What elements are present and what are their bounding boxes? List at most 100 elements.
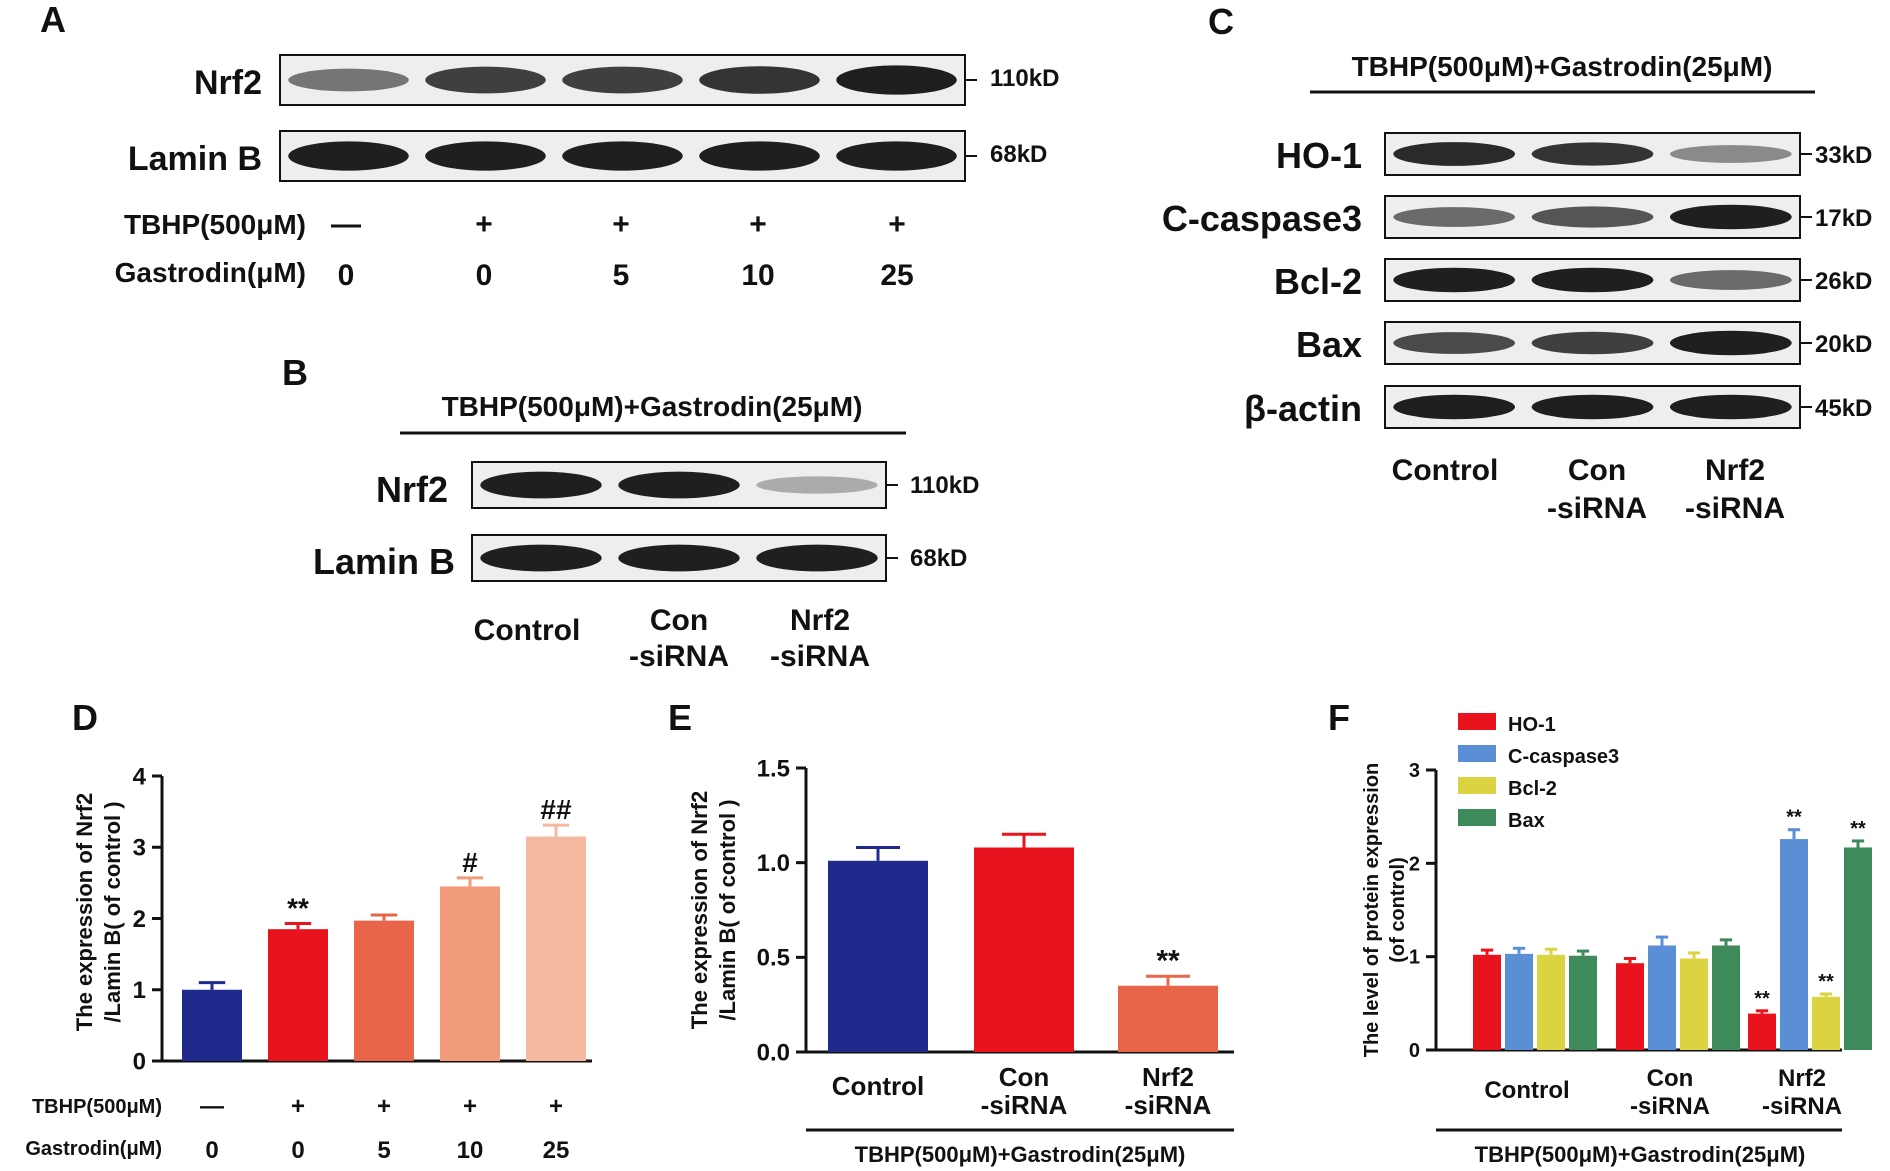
panel-a-nrf2-band-3: [562, 66, 683, 94]
panel-a-nrf2-band-2: [425, 66, 546, 94]
panel-b-lane-2-label-2: -siRNA: [629, 640, 729, 673]
panel-c-lane-3-label-2: -siRNA: [1685, 492, 1785, 525]
panel-c-bcl-2-band-1: [1393, 267, 1516, 293]
chart-f-legend-swatch-bax: [1458, 809, 1496, 826]
chart-d-annotation-2: **: [287, 892, 309, 923]
chart-f-category-1-label-1: Control: [1484, 1077, 1569, 1104]
panel-c: C TBHP(500μM)+Gastrodin(25μM) HO-1 33kD C-…: [1162, 1, 1873, 525]
panel-c-lane-2-label-2: -siRNA: [1547, 492, 1647, 525]
panel-d: D The expression of Nrf2 /Lamin B( of co…: [25, 697, 592, 1164]
panel-b-lane-2-label-1: Con: [650, 604, 708, 637]
chart-e-bar-1: [828, 860, 928, 1052]
panel-a-nrf2-strip: [279, 54, 977, 106]
panel-c-lane-3-label-1: Nrf2: [1705, 454, 1765, 487]
panel-c-actin-band-2: [1531, 394, 1654, 420]
panel-c-actin-strip: [1384, 385, 1812, 429]
chart-f-legend-swatch-ho-1: [1458, 713, 1496, 730]
chart-e-category-3-label-2: -siRNA: [1125, 1090, 1212, 1120]
panel-b-laminb-band-2: [618, 544, 740, 572]
chart-f-legend-label-bax: Bax: [1508, 810, 1545, 832]
chart-e-category-2-label-1: Con: [999, 1062, 1050, 1092]
panel-c-c-caspase3-kd: 17kD: [1815, 205, 1872, 232]
chart-d-bar-1: [182, 989, 242, 1061]
panel-b-kd-laminb: 68kD: [910, 545, 967, 572]
panel-c-ho-1-strip: [1384, 132, 1812, 176]
chart-e-bar-3: [1118, 985, 1218, 1052]
panel-a-gastrodin-value-4: 10: [741, 259, 774, 292]
panel-a-gastrodin-label: Gastrodin(μM): [115, 257, 306, 288]
panel-c-bcl-2-label: Bcl-2: [1274, 261, 1362, 302]
panel-b-nrf2-band-2: [618, 471, 740, 499]
panel-d-letter: D: [72, 697, 98, 738]
chart-f-bcl-2-bar-2: [1680, 958, 1708, 1050]
panel-a-tbhp-value-2: +: [475, 208, 493, 241]
panel-a-tbhp-value-5: +: [888, 208, 906, 241]
panel-c-actin-band-1: [1393, 394, 1516, 420]
panel-b-laminb-strip: [471, 534, 898, 582]
chart-f-y-tick-label-4: 3: [1409, 760, 1420, 782]
panel-a-laminb-band-2: [425, 141, 546, 171]
chart-f-y-tick-label-2: 1: [1409, 947, 1420, 969]
panel-c-c-caspase3-band-1: [1393, 207, 1516, 227]
panel-c-ho-1-label: HO-1: [1276, 135, 1362, 176]
panel-e-footer: TBHP(500μM)+Gastrodin(25μM): [855, 1142, 1186, 1167]
panel-c-header: TBHP(500μM)+Gastrodin(25μM): [1352, 51, 1773, 82]
panel-c-bax-strip: [1384, 321, 1812, 365]
panel-b: B TBHP(500μM)+Gastrodin(25μM) Nrf2 Lamin…: [282, 352, 979, 673]
panel-c-actin-band-3: [1669, 394, 1792, 420]
chart-d-gastrodin-value-5: 25: [543, 1137, 570, 1164]
panel-c-ho-1-band-2: [1531, 142, 1654, 166]
chart-f-c-caspase3-bar-1: [1505, 953, 1533, 1050]
panel-c-c-caspase3-band-3: [1669, 204, 1792, 230]
panel-b-letter: B: [282, 352, 308, 393]
chart-d-tbhp-value-1: —: [200, 1093, 224, 1120]
panel-a-nrf2-band-4: [699, 66, 820, 94]
chart-f-ho-1-bar-3: [1748, 1013, 1776, 1050]
chart-e-annotation-3: **: [1156, 944, 1180, 977]
chart-f-c-caspase3-annotation-3: **: [1786, 807, 1802, 829]
panel-b-lane-1-label-1: Control: [474, 614, 581, 647]
panel-c-bcl-2-band-3: [1669, 270, 1792, 290]
panel-e-ylabel-line1: The expression of Nrf2: [687, 791, 712, 1029]
chart-d-bar-3: [354, 920, 414, 1061]
panel-c-lane-2-label-1: Con: [1568, 454, 1626, 487]
panel-c-ho-1-kd: 33kD: [1815, 142, 1872, 169]
chart-d-annotation-4: #: [462, 847, 478, 878]
chart-f-category-3-label-2: -siRNA: [1762, 1093, 1842, 1120]
panel-a-laminb-strip: [279, 130, 977, 182]
panel-c-c-caspase3-label: C-caspase3: [1162, 198, 1362, 239]
panel-b-laminb-band-3: [756, 544, 878, 572]
panel-b-laminb-band-1: [480, 544, 602, 572]
chart-d-y-tick-label-4: 3: [133, 835, 146, 862]
panel-c-bax-kd: 20kD: [1815, 331, 1872, 358]
panel-a-letter: A: [40, 0, 66, 40]
chart-d-tbhp-value-3: +: [377, 1093, 391, 1120]
panel-c-bax-label: Bax: [1296, 324, 1362, 365]
chart-e-category-3-label-1: Nrf2: [1142, 1062, 1194, 1092]
panel-a-laminb-band-1: [288, 141, 409, 171]
chart-f-bcl-2-bar-3: [1812, 996, 1840, 1050]
chart-f-bax-annotation-3: **: [1850, 818, 1866, 840]
panel-a-gastrodin-value-1: 0: [338, 259, 355, 292]
panel-c-c-caspase3-strip: [1384, 195, 1812, 239]
chart-e-bar-2: [974, 847, 1074, 1052]
panel-b-nrf2-strip: [471, 461, 898, 509]
chart-d-y-tick-label-3: 2: [133, 906, 146, 933]
panel-a-gastrodin-value-2: 0: [476, 259, 493, 292]
chart-d-gastrodin-value-3: 5: [377, 1137, 390, 1164]
panel-a-band-nrf2-label: Nrf2: [194, 64, 262, 102]
panel-f-ylabel-line2: (of control): [1387, 857, 1409, 963]
panel-f-footer: TBHP(500μM)+Gastrodin(25μM): [1475, 1142, 1806, 1167]
panel-b-nrf2-band-3: [756, 476, 878, 494]
chart-f-c-caspase3-bar-3: [1780, 839, 1808, 1050]
panel-b-nrf2-band-1: [480, 471, 602, 499]
chart-d-bar-2: [268, 929, 328, 1061]
panel-e: E The expression of Nrf2 /Lamin B( of co…: [668, 697, 1234, 1167]
chart-e-category-1-label-1: Control: [832, 1071, 924, 1101]
chart-f-category-2-label-2: -siRNA: [1630, 1093, 1710, 1120]
chart-f-legend-label-ho-1: HO-1: [1508, 714, 1556, 736]
panel-b-kd-nrf2: 110kD: [910, 472, 979, 499]
panel-a-gastrodin-value-5: 25: [880, 259, 913, 292]
panel-c-letter: C: [1208, 1, 1234, 42]
